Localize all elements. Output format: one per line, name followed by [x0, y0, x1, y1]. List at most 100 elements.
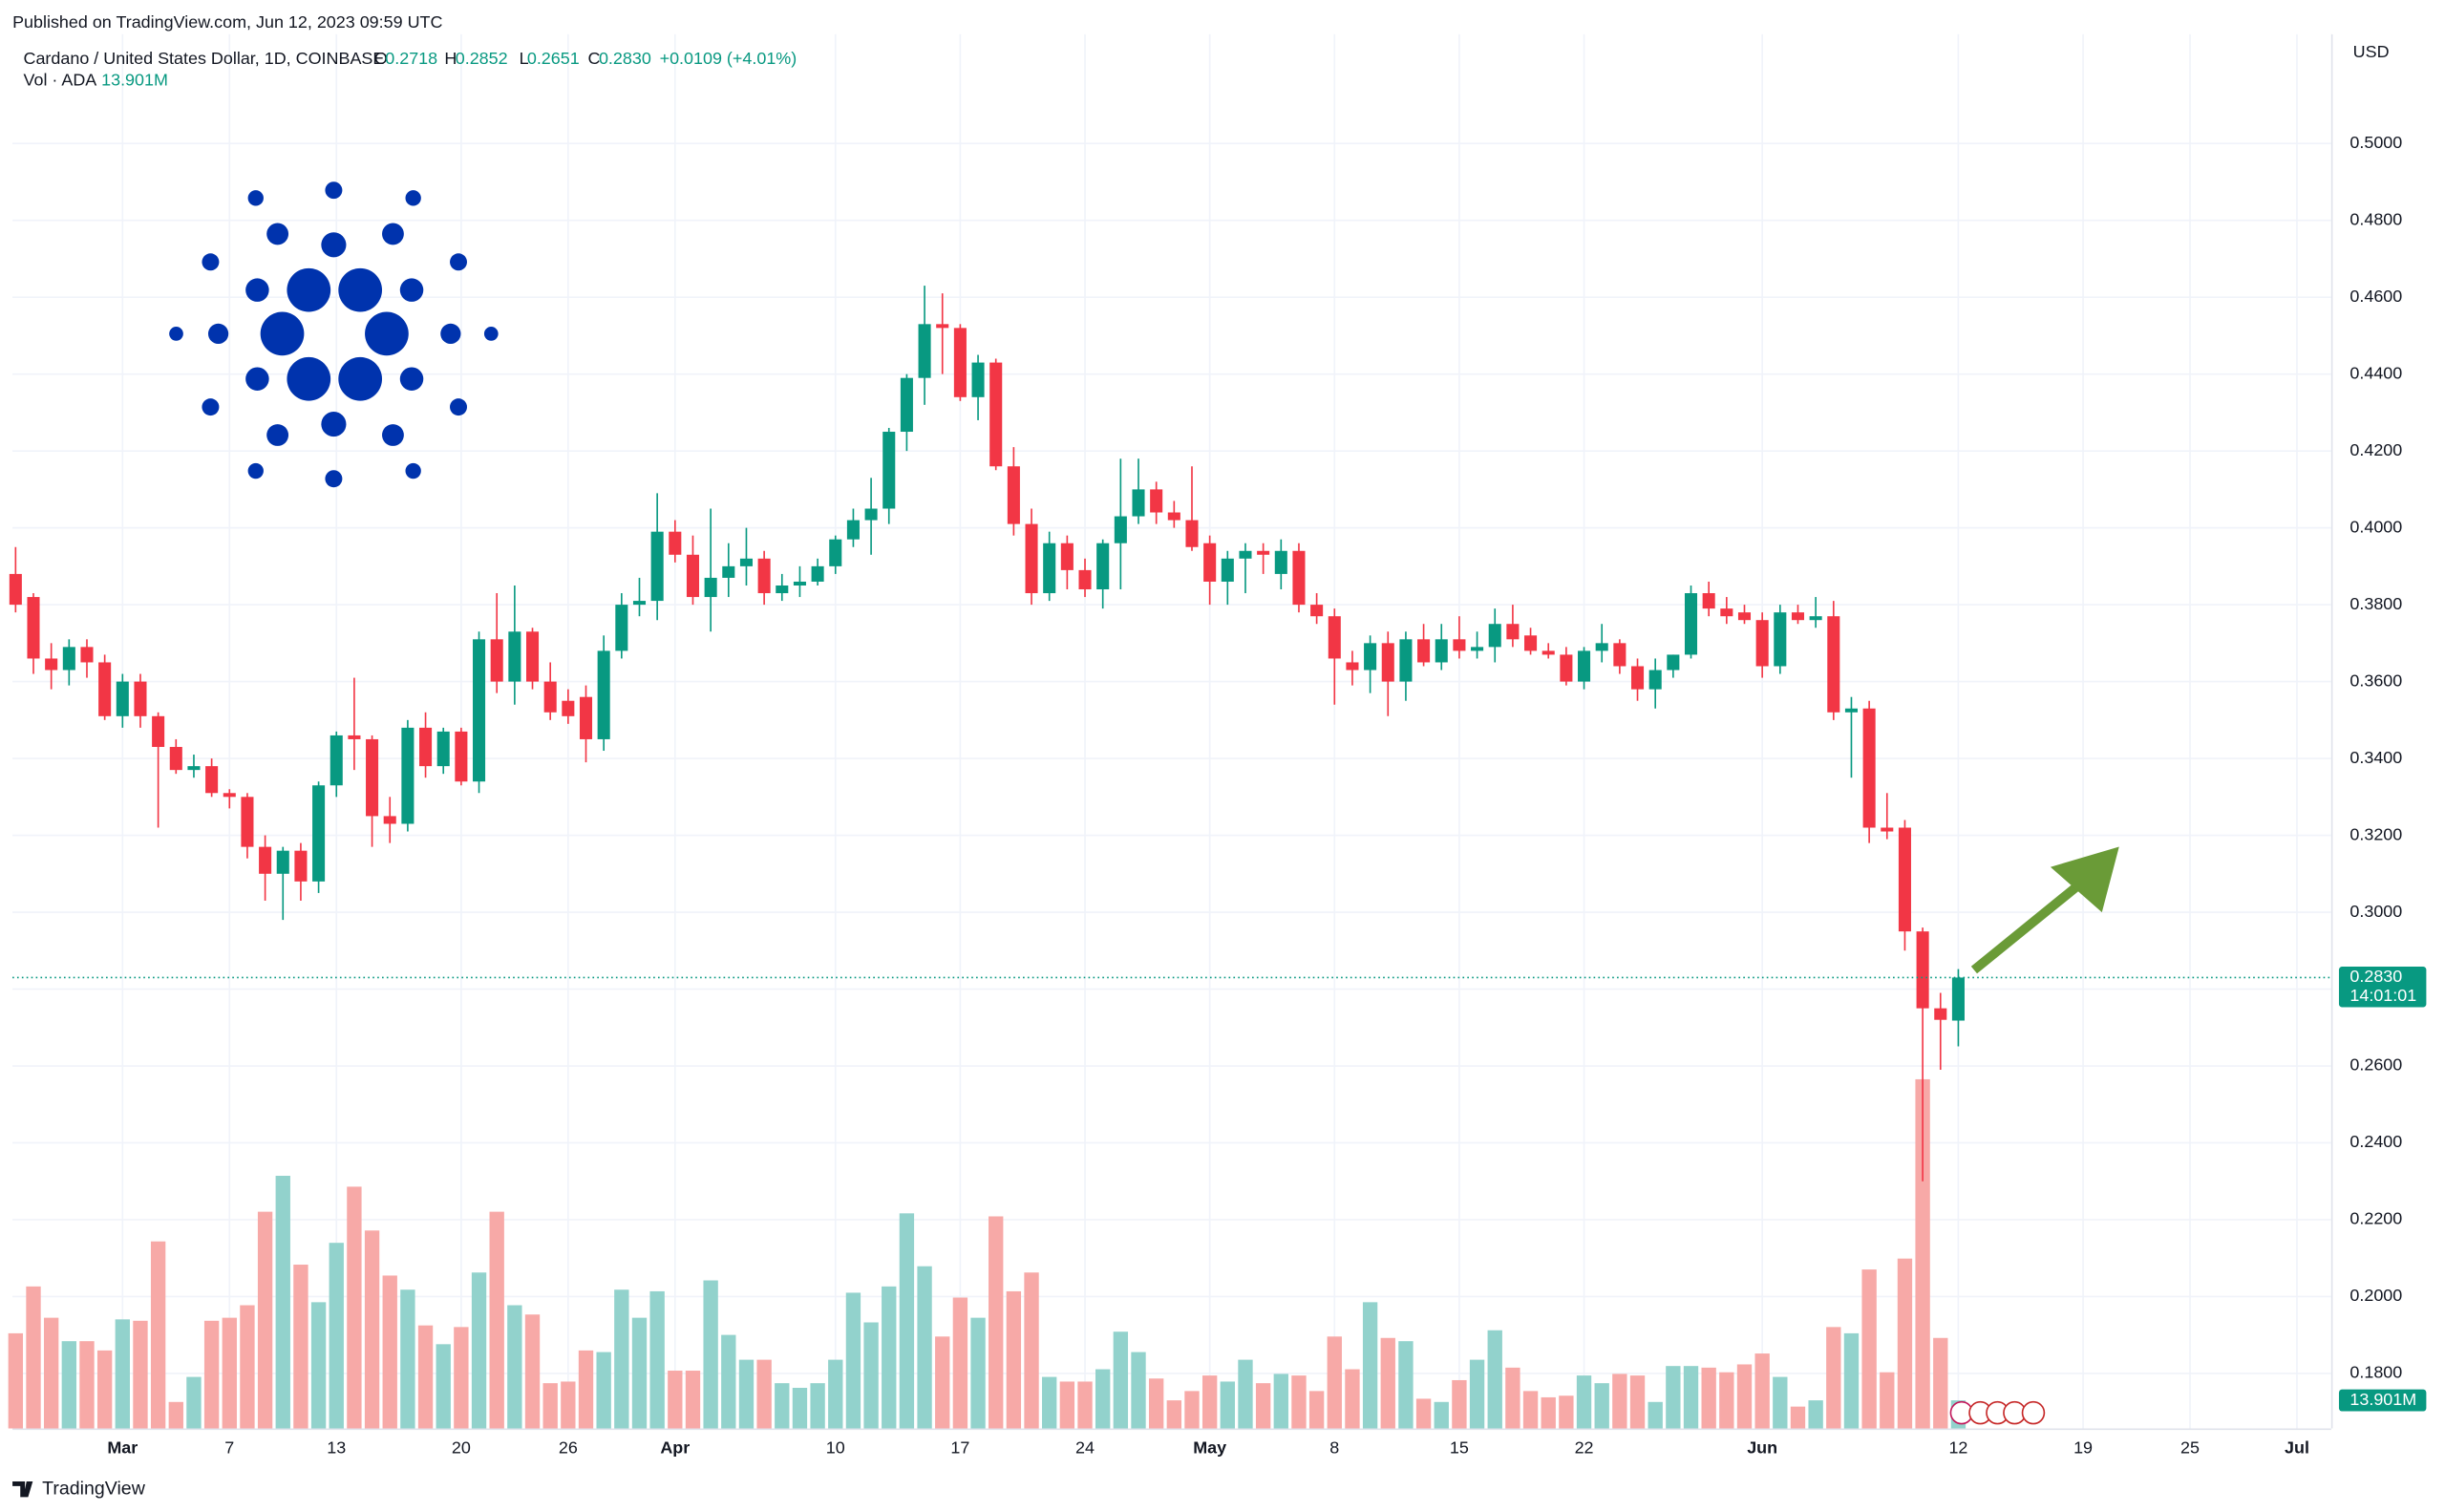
volume-bar [436, 1344, 451, 1429]
candle-body [704, 577, 717, 598]
volume-bar [1291, 1375, 1307, 1429]
ohlc-letter: C [588, 49, 601, 68]
candle-body [294, 850, 308, 882]
volume-bar [524, 1314, 541, 1429]
published: Published on TradingView.com, Jun 12, 20… [12, 12, 442, 32]
x-tick-label: 26 [559, 1437, 578, 1457]
volume-bar [810, 1383, 825, 1429]
volume-title: Vol · ADA [24, 71, 97, 90]
x-tick-label: 10 [826, 1437, 845, 1457]
brand: TradingView [42, 1478, 146, 1499]
x-tick-label: 17 [950, 1437, 969, 1457]
volume-bar [1897, 1258, 1913, 1429]
candle-body [1881, 827, 1894, 832]
x-tick-label: 25 [2180, 1437, 2200, 1457]
volume-bar [668, 1371, 683, 1429]
candle-body [757, 558, 771, 594]
y-tick-label: 0.4600 [2349, 287, 2402, 306]
candle-body [811, 565, 824, 582]
volume-bar [1362, 1302, 1378, 1429]
volume-bar [115, 1319, 130, 1429]
price-pane [9, 286, 1965, 1182]
candle-body [473, 639, 486, 782]
volume-bar [970, 1317, 986, 1429]
candle-body [223, 793, 236, 798]
candle-body [98, 662, 112, 716]
candle-body [615, 605, 628, 651]
candle-body [1096, 543, 1110, 590]
ohlc-value: 0.2830 [599, 49, 651, 68]
volume-bar [507, 1305, 522, 1429]
x-tick-label: Apr [660, 1437, 690, 1457]
x-tick-label: 12 [1948, 1437, 1967, 1457]
candle-body [1203, 543, 1217, 582]
candle-body [1916, 931, 1929, 1009]
candle-body [1257, 550, 1270, 555]
volume-bar [310, 1302, 327, 1429]
candle-body [1399, 639, 1413, 682]
y-tick-label: 0.3800 [2349, 594, 2402, 613]
volume-bar [1719, 1372, 1734, 1429]
logo-dot [450, 398, 467, 416]
logo-dot [321, 412, 347, 437]
logo-dot [207, 323, 229, 344]
last-price-box [2338, 967, 2427, 1008]
x-tick-label: May [1193, 1437, 1226, 1457]
y-tick-label: 0.2200 [2349, 1209, 2402, 1228]
logo-dot [405, 462, 421, 479]
volume-bar [935, 1336, 950, 1429]
candle-body [383, 816, 396, 824]
logo-dot [202, 398, 220, 416]
candle-body [776, 585, 789, 594]
volume-bar [1434, 1401, 1449, 1429]
volume-bar [1059, 1381, 1075, 1429]
volume-bar [1736, 1364, 1753, 1429]
volume-bar [257, 1211, 273, 1429]
logo-dot [483, 327, 499, 341]
logo-dot [247, 462, 264, 479]
brand-mark-shape [12, 1481, 33, 1498]
volume-bar [1184, 1391, 1200, 1429]
candle-body [490, 639, 503, 682]
candle-body [436, 731, 450, 767]
volume-bar [1148, 1378, 1164, 1429]
logo-dot [321, 232, 347, 258]
x-tick-label: 24 [1075, 1437, 1095, 1457]
candle-body [1774, 612, 1787, 667]
volume-bar [1273, 1374, 1288, 1429]
volume-bar [203, 1320, 220, 1429]
volume-bar [1826, 1327, 1841, 1429]
arrow [1970, 846, 2119, 974]
y-tick-label: 0.2400 [2349, 1132, 2402, 1151]
logo-dot [260, 311, 305, 356]
candle-body [1114, 516, 1127, 543]
candle-body [1951, 977, 1965, 1021]
candle-body [1702, 593, 1715, 609]
volume-bar [382, 1275, 397, 1429]
volume-bar [222, 1317, 237, 1429]
candle-body [1025, 523, 1038, 594]
candle-body [276, 850, 289, 874]
candle-body [152, 715, 165, 748]
volume-bar [168, 1401, 183, 1429]
volume-bar [96, 1350, 113, 1429]
currency: USD [2353, 42, 2390, 61]
volume-axis-label: 13.901M [2349, 1390, 2416, 1409]
brand-name: TradingView [42, 1478, 146, 1499]
logo-dot [405, 190, 421, 206]
volume-bar [775, 1383, 790, 1429]
x-tick-label: 20 [452, 1437, 471, 1457]
volume-bar [186, 1376, 202, 1429]
volume-bar [1843, 1332, 1860, 1429]
y-tick-label: 0.3000 [2349, 902, 2402, 921]
candle-body [739, 558, 753, 566]
volume-bar [685, 1371, 701, 1429]
volume-bar [1006, 1290, 1022, 1429]
candle-body [846, 520, 860, 540]
candle-body [1809, 616, 1822, 621]
change: +0.0109 (+4.01%) [660, 49, 797, 68]
volume-bar [43, 1317, 59, 1429]
candle-body [1844, 708, 1858, 713]
candle-body [632, 601, 647, 606]
